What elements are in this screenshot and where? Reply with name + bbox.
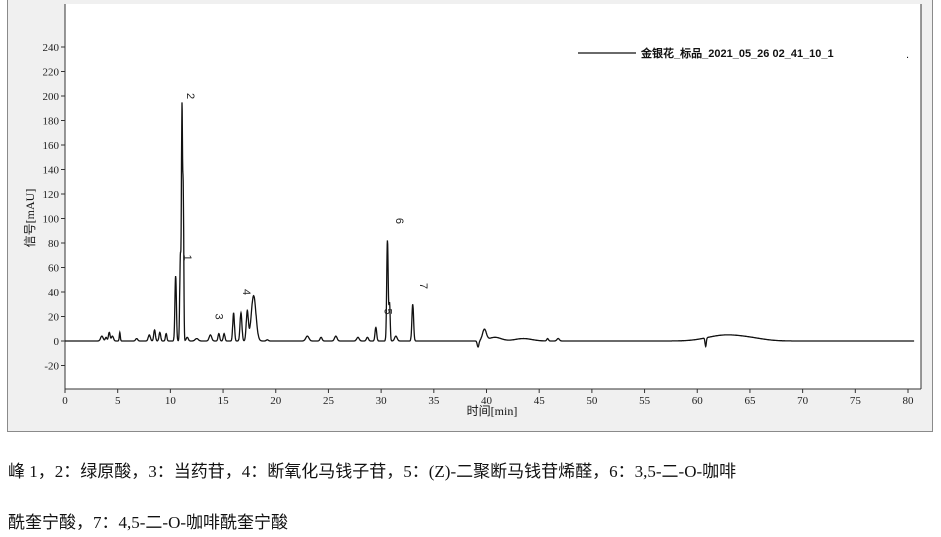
- legend-label: 金银花_标品_2021_05_26 02_41_10_1: [640, 46, 834, 60]
- y-tick-label: 100: [43, 214, 60, 226]
- legend: 金银花_标品_2021_05_26 02_41_10_1 .: [578, 46, 909, 61]
- y-tick-label: 220: [43, 67, 60, 79]
- y-tick-label: 180: [43, 116, 60, 128]
- y-axis-label: 信号[mAU]: [23, 189, 37, 248]
- x-tick-label: 0: [62, 395, 68, 407]
- caption-line-1: 峰 1，2：绿原酸，3：当药苷，4：断氧化马钱子苷，5：(Z)-二聚断马钱苷烯醛…: [8, 462, 737, 481]
- chromatogram-chart: 0 5 10 15 20 25 30 35 40 45 50 55 60 65 70 75 80-2002040…: [23, 4, 922, 418]
- x-tick-label: 50: [586, 395, 598, 407]
- peak-label-3: 3: [213, 313, 225, 319]
- peak-label-1: 1: [181, 255, 193, 261]
- x-tick-label: 15: [218, 395, 230, 407]
- legend-dot: .: [906, 49, 909, 61]
- y-tick-label: 140: [43, 165, 60, 177]
- peak-label-6: 6: [393, 218, 405, 224]
- x-tick-label: 65: [744, 395, 756, 407]
- y-tick-label: 240: [43, 42, 60, 54]
- caption-line-2: 酰奎宁酸，7：4,5-二-O-咖啡酰奎宁酸: [8, 513, 289, 532]
- chromatogram-trace: [65, 102, 915, 348]
- y-tick-label: 160: [43, 140, 60, 152]
- x-tick-label: 70: [797, 395, 809, 407]
- y-tick-label: 80: [48, 238, 60, 250]
- peak-label-5: 5: [381, 309, 393, 315]
- y-tick-label: -20: [44, 361, 59, 373]
- x-tick-label: 40: [481, 395, 493, 407]
- x-tick-label: 10: [165, 395, 177, 407]
- peak-label-4: 4: [240, 289, 252, 295]
- y-tick-label: 40: [48, 287, 60, 299]
- x-tick-label: 30: [376, 395, 388, 407]
- y-tick-label: 200: [43, 91, 60, 103]
- y-tick-label: 120: [43, 189, 60, 201]
- y-tick-label: 60: [48, 263, 60, 275]
- plot-area: [65, 4, 921, 389]
- x-tick-label: 60: [692, 395, 704, 407]
- peak-label-7: 7: [417, 283, 429, 289]
- x-tick-label: 55: [639, 395, 651, 407]
- peak-label-2: 2: [184, 93, 196, 99]
- y-tick-label: 20: [48, 312, 60, 324]
- x-tick-label: 20: [270, 395, 282, 407]
- y-tick-label: 0: [54, 336, 60, 348]
- x-tick-label: 75: [850, 395, 862, 407]
- x-tick-label: 45: [534, 395, 546, 407]
- x-axis-label: 时间[min]: [467, 404, 518, 418]
- x-tick-label: 80: [903, 395, 915, 407]
- x-tick-label: 35: [428, 395, 440, 407]
- x-tick-label: 25: [323, 395, 335, 407]
- x-tick-label: 5: [115, 395, 121, 407]
